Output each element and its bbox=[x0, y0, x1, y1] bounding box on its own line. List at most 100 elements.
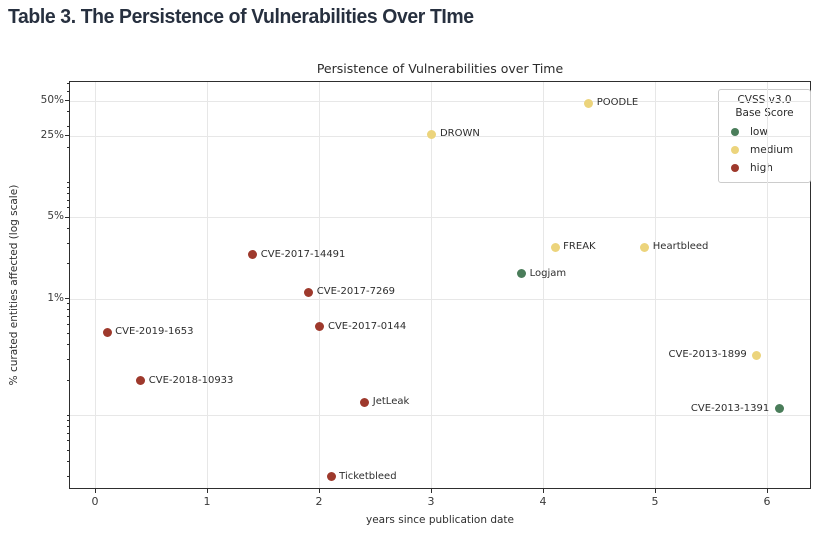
y-minor-tick-mark bbox=[66, 449, 69, 451]
y-tick-mark bbox=[65, 100, 69, 102]
point-label: CVE-2017-0144 bbox=[327, 320, 407, 332]
x-axis-label: years since publication date bbox=[366, 514, 514, 526]
y-tick-label: 50% bbox=[40, 93, 64, 106]
legend-dot-icon bbox=[731, 164, 739, 172]
y-tick-mark bbox=[65, 135, 69, 137]
y-minor-tick-mark bbox=[66, 90, 69, 92]
data-point bbox=[550, 242, 560, 252]
y-minor-tick-mark bbox=[66, 111, 69, 113]
y-minor-tick-mark bbox=[66, 432, 69, 434]
point-label: POODLE bbox=[596, 97, 639, 109]
y-minor-tick-mark bbox=[66, 333, 69, 335]
page-title: Table 3. The Persistence of Vulnerabilit… bbox=[8, 6, 474, 28]
y-minor-tick-mark bbox=[66, 227, 69, 229]
x-tick-mark bbox=[206, 489, 208, 493]
y-minor-tick-mark bbox=[66, 379, 69, 381]
y-gridline bbox=[70, 135, 810, 137]
y-minor-tick-mark bbox=[66, 83, 69, 85]
x-gridline bbox=[431, 82, 433, 488]
y-minor-tick-mark bbox=[66, 125, 69, 127]
point-label: Heartbleed bbox=[652, 241, 709, 252]
y-minor-tick-mark bbox=[66, 425, 69, 427]
y-minor-tick-mark bbox=[66, 207, 69, 209]
data-point bbox=[774, 404, 784, 414]
y-gridline bbox=[70, 415, 810, 417]
point-label: FREAK bbox=[563, 241, 596, 252]
data-point bbox=[584, 98, 594, 108]
y-minor-tick-mark bbox=[66, 303, 69, 305]
point-label: Logjam bbox=[529, 267, 567, 279]
data-point bbox=[136, 376, 146, 386]
legend-item-label: high bbox=[750, 162, 773, 174]
legend-item: medium bbox=[719, 141, 810, 159]
x-tick-label: 3 bbox=[427, 495, 435, 508]
data-point bbox=[304, 287, 314, 297]
y-tick-mark bbox=[65, 298, 69, 300]
data-point bbox=[427, 129, 437, 139]
data-point bbox=[517, 269, 527, 279]
y-tick-mark bbox=[65, 216, 69, 218]
point-label: CVE-2019-1653 bbox=[115, 326, 194, 338]
point-label: CVE-2018-10933 bbox=[148, 374, 234, 386]
legend-item: low bbox=[719, 123, 810, 141]
legend-item-label: medium bbox=[750, 144, 794, 156]
data-point bbox=[752, 350, 762, 360]
y-minor-tick-mark bbox=[66, 263, 69, 265]
y-minor-tick-mark bbox=[66, 192, 69, 194]
y-gridline bbox=[70, 100, 810, 102]
y-minor-tick-mark bbox=[66, 146, 69, 148]
y-tick-label: 25% bbox=[40, 128, 64, 141]
x-gridline bbox=[207, 82, 209, 488]
x-tick-label: 0 bbox=[91, 495, 99, 508]
y-minor-tick-mark bbox=[66, 475, 69, 477]
y-minor-tick-mark bbox=[66, 344, 69, 346]
point-label: DROWN bbox=[439, 128, 480, 140]
x-tick-mark bbox=[654, 489, 656, 493]
x-tick-mark bbox=[766, 489, 768, 493]
y-axis-label: % curated entities affected (log scale) bbox=[8, 184, 20, 386]
x-tick-mark bbox=[430, 489, 432, 493]
y-gridline bbox=[70, 217, 810, 219]
y-minor-tick-mark bbox=[66, 419, 69, 421]
y-minor-tick-mark bbox=[66, 186, 69, 188]
x-tick-label: 6 bbox=[763, 495, 771, 508]
y-minor-tick-mark bbox=[66, 323, 69, 325]
x-tick-label: 4 bbox=[539, 495, 547, 508]
point-label: CVE-2017-14491 bbox=[260, 248, 346, 260]
legend-item-label: low bbox=[750, 126, 768, 138]
x-tick-label: 5 bbox=[651, 495, 659, 508]
point-label: Ticketbleed bbox=[339, 470, 397, 482]
y-minor-tick-mark bbox=[66, 414, 69, 416]
y-minor-tick-mark bbox=[66, 440, 69, 442]
y-minor-tick-mark bbox=[66, 460, 69, 462]
y-tick-label: 1% bbox=[47, 291, 64, 304]
legend-dot-icon bbox=[731, 128, 739, 136]
x-tick-mark bbox=[318, 489, 320, 493]
y-gridline bbox=[70, 298, 810, 300]
y-minor-tick-mark bbox=[66, 309, 69, 311]
point-label: JetLeak bbox=[372, 396, 410, 408]
legend-dot-icon bbox=[731, 146, 739, 154]
y-minor-tick-mark bbox=[66, 199, 69, 201]
x-gridline bbox=[767, 82, 769, 488]
x-tick-mark bbox=[94, 489, 96, 493]
x-gridline bbox=[543, 82, 545, 488]
y-minor-tick-mark bbox=[66, 242, 69, 244]
point-label: CVE-2017-7269 bbox=[316, 286, 396, 298]
legend-item: high bbox=[719, 159, 810, 177]
legend-title: CVSS v3.0 Base Score bbox=[735, 94, 794, 119]
y-tick-label: 5% bbox=[47, 210, 64, 223]
y-minor-tick-mark bbox=[66, 316, 69, 318]
data-point bbox=[326, 472, 336, 482]
x-tick-label: 2 bbox=[315, 495, 323, 508]
point-label: CVE-2013-1391 bbox=[690, 402, 770, 414]
x-gridline bbox=[95, 82, 97, 488]
legend-items: low medium high bbox=[719, 123, 810, 177]
data-point bbox=[248, 250, 258, 260]
y-minor-tick-mark bbox=[66, 181, 69, 183]
point-label: CVE-2013-1899 bbox=[668, 349, 747, 361]
x-tick-label: 1 bbox=[203, 495, 211, 508]
data-point bbox=[640, 242, 650, 252]
x-tick-mark bbox=[542, 489, 544, 493]
x-gridline bbox=[319, 82, 321, 488]
